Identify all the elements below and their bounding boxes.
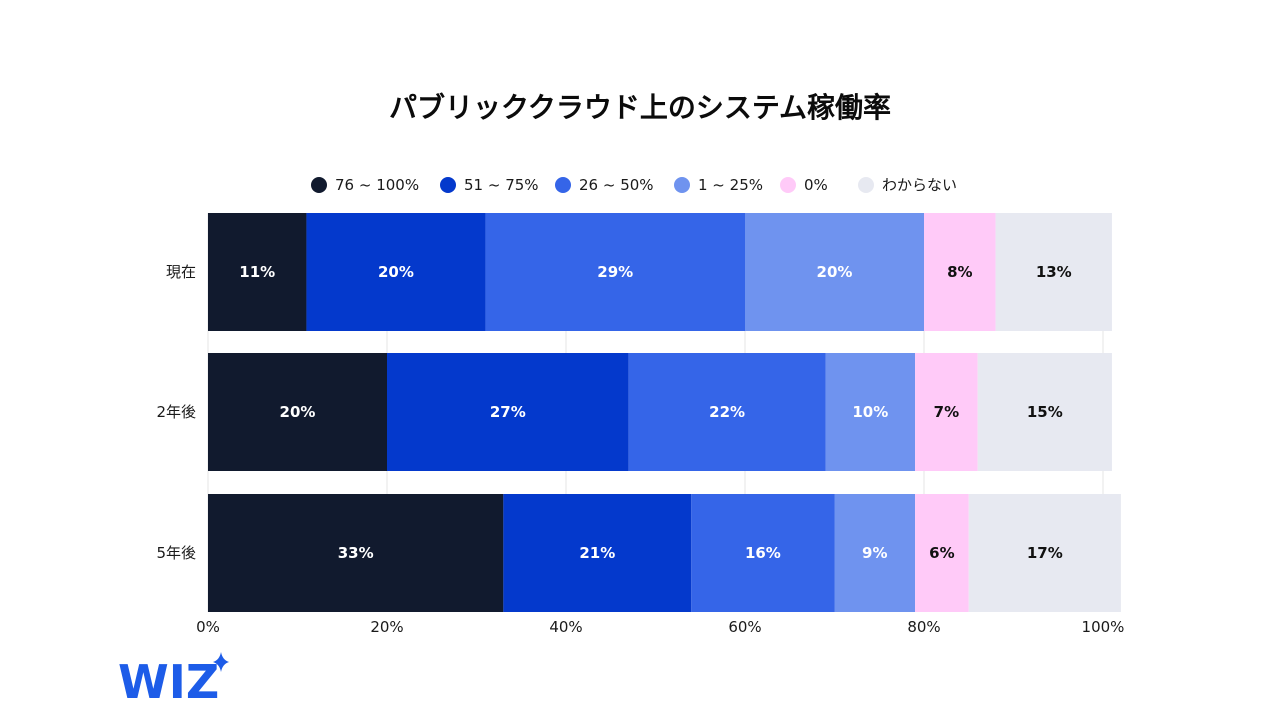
bar-0-2 [485,213,745,331]
x-tick-label-60: 60% [728,618,761,636]
legend-marker-1 [440,177,456,193]
data-label-0-5: 13% [1036,263,1072,281]
category-label-0: 現在 [166,263,196,281]
data-label-1-2: 22% [709,403,745,421]
bar-0-0 [208,213,307,331]
bar-0-5 [995,213,1112,331]
data-label-0-1: 20% [378,263,414,281]
data-label-1-1: 27% [490,403,526,421]
legend-label-5: わからない [882,176,957,194]
data-label-2-4: 6% [929,544,954,562]
bar-1-1 [387,353,629,471]
bar-1-4 [915,353,978,471]
bar-0-3 [745,213,924,331]
bar-2-5 [968,494,1121,612]
bar-0-4 [924,213,996,331]
x-axis-ticks: 0% 20% 40% 60% 80% 100% [196,618,1124,636]
data-label-0-4: 8% [947,263,972,281]
x-tick-label-80: 80% [907,618,940,636]
bar-2-0 [208,494,504,612]
x-tick-label-100: 100% [1082,618,1125,636]
legend-label-3: 1 ~ 25% [698,176,763,194]
legend-marker-5 [858,177,874,193]
category-labels: 現在 2年後 5年後 [156,263,196,562]
bar-2-4 [915,494,969,612]
data-label-0-2: 29% [597,263,633,281]
data-label-2-2: 16% [745,544,781,562]
legend-marker-4 [780,177,796,193]
bar-1-5 [977,353,1112,471]
data-label-0-0: 11% [239,263,275,281]
legend-label-2: 26 ~ 50% [579,176,654,194]
data-label-0-3: 20% [817,263,853,281]
chart-title: パブリッククラウド上のシステム稼働率 [388,91,892,124]
x-tick-label-0: 0% [196,618,220,636]
data-label-2-5: 17% [1027,544,1063,562]
wiz-logo-text: WIZ [118,655,219,706]
bar-2-3 [834,494,916,612]
data-label-1-3: 10% [852,403,888,421]
bar-2-2 [691,494,835,612]
bar-1-3 [825,353,916,471]
legend-label-4: 0% [804,176,828,194]
legend-marker-0 [311,177,327,193]
legend: 76 ~ 100% 51 ~ 75% 26 ~ 50% 1 ~ 25% 0% わからない [311,176,957,194]
legend-label-1: 51 ~ 75% [464,176,539,194]
x-tick-label-20: 20% [370,618,403,636]
legend-label-0: 76 ~ 100% [335,176,419,194]
data-labels: 11% 20% 29% 20% 8% 13% 20% 27% 22% 10% 7% 15% 33% 21%… [239,263,1071,562]
wiz-logo: WIZ [118,652,229,706]
bars [208,213,1121,612]
data-label-2-0: 33% [338,544,374,562]
data-label-2-3: 9% [862,544,887,562]
bar-1-2 [628,353,826,471]
data-label-1-5: 15% [1027,403,1063,421]
category-label-2: 5年後 [156,544,196,562]
legend-marker-2 [555,177,571,193]
data-label-1-0: 20% [280,403,316,421]
bar-1-0 [208,353,387,471]
data-label-2-1: 21% [579,544,615,562]
x-tick-label-40: 40% [549,618,582,636]
sparkle-icon [213,652,229,672]
category-label-1: 2年後 [156,403,196,421]
bar-2-1 [503,494,692,612]
legend-marker-3 [674,177,690,193]
bar-0-1 [306,213,486,331]
data-label-1-4: 7% [934,403,959,421]
